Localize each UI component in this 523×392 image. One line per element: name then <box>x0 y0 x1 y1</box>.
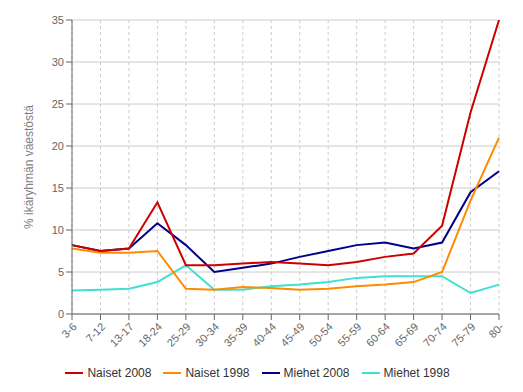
svg-text:7-12: 7-12 <box>83 320 107 344</box>
svg-text:75-79: 75-79 <box>449 320 477 348</box>
svg-text:25: 25 <box>52 98 64 110</box>
svg-text:13-17: 13-17 <box>107 320 135 348</box>
svg-text:80-: 80- <box>486 320 506 340</box>
svg-text:30: 30 <box>52 56 64 68</box>
svg-text:5: 5 <box>58 266 64 278</box>
svg-text:50-54: 50-54 <box>307 320 335 348</box>
svg-text:35: 35 <box>52 14 64 26</box>
html-text:Miehet 2008: Miehet 2008 <box>283 366 350 380</box>
svg-text:35-39: 35-39 <box>221 320 249 348</box>
svg-text:45-49: 45-49 <box>278 320 306 348</box>
html-text:Naiset 1998: Naiset 1998 <box>185 366 250 380</box>
svg-text:55-59: 55-59 <box>335 320 363 348</box>
svg-text:25-29: 25-29 <box>164 320 192 348</box>
svg-text:0: 0 <box>58 308 64 320</box>
svg-text:3-6: 3-6 <box>59 320 79 340</box>
html-text:Naiset 2008: Naiset 2008 <box>87 366 152 380</box>
svg-text:15: 15 <box>52 182 64 194</box>
svg-text:40-44: 40-44 <box>250 320 278 348</box>
svg-text:65-69: 65-69 <box>392 320 420 348</box>
svg-text:18-24: 18-24 <box>136 320 164 348</box>
svg-text:20: 20 <box>52 140 64 152</box>
svg-text:% ikäryhmän väestöstä: % ikäryhmän väestöstä <box>22 105 36 229</box>
html-text:Miehet 1998: Miehet 1998 <box>383 366 450 380</box>
svg-text:60-64: 60-64 <box>364 320 392 348</box>
svg-text:10: 10 <box>52 224 64 236</box>
svg-text:70-74: 70-74 <box>421 320 449 348</box>
svg-text:30-34: 30-34 <box>193 320 221 348</box>
